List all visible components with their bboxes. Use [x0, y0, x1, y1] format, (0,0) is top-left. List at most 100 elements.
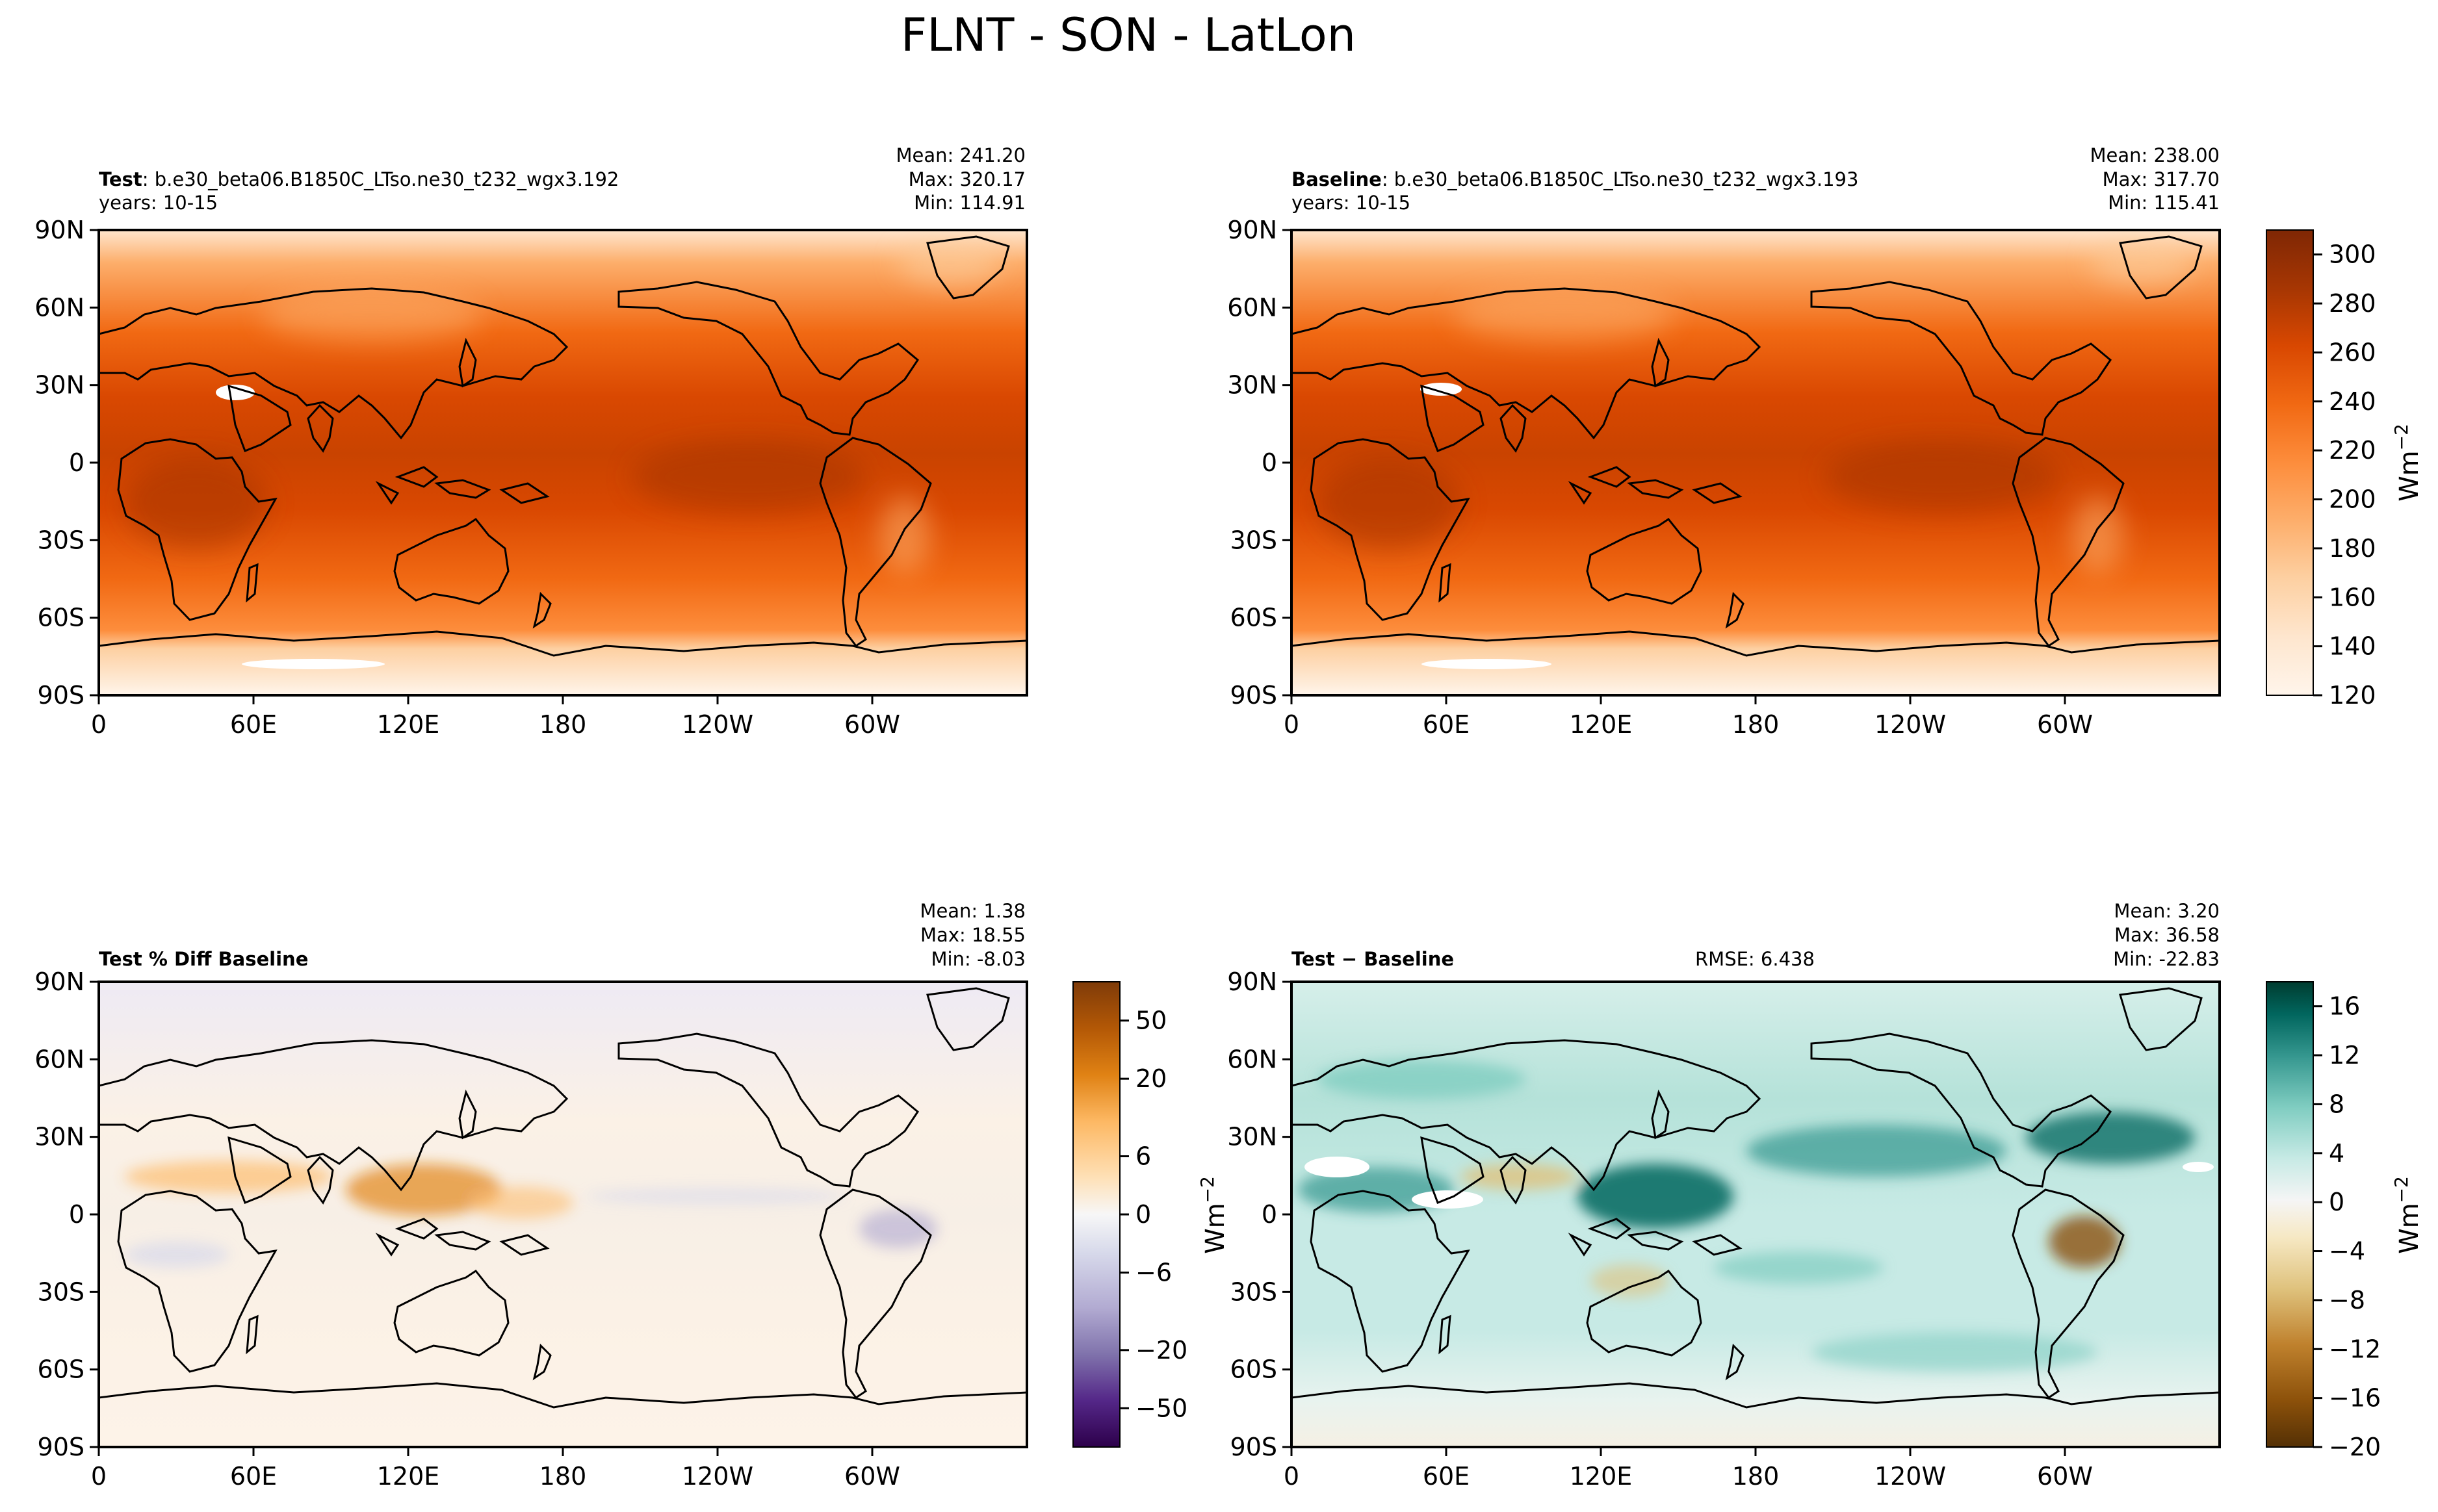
map-field-diff	[1291, 982, 2220, 1447]
y-tick-label: 60S	[38, 1355, 84, 1384]
panel-pct-diff-stat-mean: Mean: 1.38	[920, 900, 1026, 922]
panel-pct-diff: 0 60E 120E 180 120W 60W 90N 60N 30N 0 30S 60S 90S	[34, 967, 1028, 1491]
panel-test-title-rest: : b.e30_beta06.B1850C_LTso.ne30_t232_wgx…	[142, 168, 619, 190]
colorbar-tick-label: 20	[1135, 1064, 1167, 1093]
colorbar-tick-label: 300	[2329, 240, 2376, 269]
x-tick-label: 180	[539, 1462, 587, 1491]
colorbar-tick-label: 160	[2329, 583, 2376, 611]
colorbar-abs-fill	[2266, 230, 2313, 695]
x-tick-label: 120W	[1874, 710, 1946, 739]
x-tick-label: 120W	[682, 1462, 753, 1491]
colorbar-diff: 16 12 8 4 0 −4 −8 −12 −16 −20	[2266, 981, 2381, 1461]
diff-left-unit-main: Wm	[1200, 1203, 1230, 1254]
colorbar-diff-fill	[2266, 982, 2313, 1447]
colorbar-tick-label: 120	[2329, 681, 2376, 710]
y-tick-label: 30S	[38, 526, 84, 554]
y-tick-label: 90N	[1227, 216, 1277, 244]
colorbar-tick-label: 220	[2329, 436, 2376, 465]
x-tick-label: 120W	[682, 710, 753, 739]
panel-baseline-title: Baseline: b.e30_beta06.B1850C_LTso.ne30_…	[1291, 168, 1858, 190]
colorbar-tick-label: 200	[2329, 485, 2376, 514]
y-tick-label: 90N	[1227, 967, 1277, 996]
x-tick-label: 120W	[1874, 1462, 1946, 1491]
x-tick-label: 180	[539, 710, 587, 739]
y-tick-label: 60S	[38, 604, 84, 632]
colorbar-tick-label: 280	[2329, 289, 2376, 318]
panel-diff-stat-min: Min: -22.83	[2113, 948, 2220, 970]
colorbar-tick-label: 0	[1135, 1200, 1151, 1229]
x-tick-label: 180	[1732, 1462, 1780, 1491]
panel-diff: 0 60E 120E 180 120W 60W 90N 60N 30N 0 30S 60S 90S	[1227, 967, 2221, 1491]
x-tick-label: 60W	[844, 710, 900, 739]
panel-baseline-stat-min: Min: 115.41	[2108, 192, 2220, 214]
y-tick-label: 90S	[38, 681, 84, 710]
colorbar-diff-label-main: Wm	[2394, 1203, 2424, 1254]
colorbar-tick-label: −12	[2329, 1335, 2381, 1363]
diff-left-unit-sup: −2	[1197, 1176, 1218, 1203]
y-tick-label: 0	[1262, 1200, 1277, 1229]
x-tick-label: 0	[1284, 710, 1299, 739]
y-tick-label: 30S	[38, 1277, 84, 1306]
panel-diff-title-test: Test	[1291, 948, 1335, 970]
y-tick-label: 0	[69, 1200, 84, 1229]
y-tick-label: 90S	[38, 1433, 84, 1461]
y-tick-label: 30S	[1230, 526, 1277, 554]
x-tick-label: 60E	[230, 1462, 277, 1491]
panel-pct-diff-title: Test % Diff Baseline	[99, 948, 308, 970]
x-tick-label: 60W	[2037, 1462, 2093, 1491]
panel-diff-stat-mean: Mean: 3.20	[2114, 900, 2220, 922]
y-tick-label: 60S	[1230, 1355, 1277, 1384]
panel-baseline-title-bold: Baseline	[1291, 168, 1382, 190]
panel-baseline-title-rest: : b.e30_beta06.B1850C_LTso.ne30_t232_wgx…	[1382, 168, 1859, 190]
y-tick-label: 30N	[1227, 1123, 1277, 1151]
y-tick-label: 90N	[34, 967, 84, 996]
colorbar-tick-label: 8	[2329, 1090, 2344, 1118]
panel-baseline: 0 60E 120E 180 120W 60W 90N 60N 30N 0 30S 60S 90S	[1227, 216, 2221, 739]
x-tick-label: 0	[1284, 1462, 1299, 1491]
colorbar-diff-label-sup: −2	[2391, 1176, 2412, 1203]
y-tick-label: 60N	[34, 293, 84, 322]
colorbar-tick-label: 50	[1135, 1006, 1167, 1035]
y-tick-label: 60N	[1227, 293, 1277, 322]
colorbar-pct: 50 20 6 0 −6 −20 −50	[1072, 981, 1187, 1448]
y-tick-label: 60S	[1230, 604, 1277, 632]
y-tick-label: 60N	[34, 1045, 84, 1073]
colorbar-tick-label: 260	[2329, 338, 2376, 366]
x-tick-label: 120E	[1570, 1462, 1633, 1491]
colorbar-tick-label: 180	[2329, 534, 2376, 563]
colorbar-tick-label: −20	[2329, 1433, 2381, 1461]
colorbar-abs-label: Wm−2	[2391, 424, 2424, 502]
panel-diff-stat-max: Max: 36.58	[2114, 924, 2220, 946]
panel-test-title: Test: b.e30_beta06.B1850C_LTso.ne30_t232…	[99, 168, 619, 190]
colorbar-abs-label-main: Wm	[2394, 450, 2424, 502]
panel-diff-title-baseline: Baseline	[1364, 948, 1454, 970]
colorbar-tick-label: 16	[2329, 992, 2360, 1021]
y-tick-label: 90S	[1230, 1433, 1277, 1461]
x-tick-label: 0	[91, 710, 107, 739]
colorbar-tick-label: −50	[1135, 1394, 1187, 1422]
colorbar-tick-label: 4	[2329, 1139, 2344, 1168]
colorbar-tick-label: −4	[2329, 1237, 2365, 1266]
panel-test-stat-max: Max: 320.17	[909, 168, 1026, 190]
colorbar-tick-label: −8	[2329, 1286, 2365, 1314]
y-tick-label: 90S	[1230, 681, 1277, 710]
colorbar-diff-label: Wm−2	[2391, 1176, 2424, 1254]
x-tick-label: 60E	[1423, 710, 1470, 739]
panel-pct-diff-stat-max: Max: 18.55	[920, 924, 1026, 946]
panel-test-title-bold: Test	[99, 168, 142, 190]
figure-title: FLNT - SON - LatLon	[901, 8, 1356, 62]
panel-baseline-stat-mean: Mean: 238.00	[2090, 144, 2220, 166]
x-tick-label: 120E	[377, 1462, 440, 1491]
colorbar-tick-label: 0	[2329, 1188, 2344, 1216]
x-tick-label: 60E	[230, 710, 277, 739]
panel-test: 0 60E 120E 180 120W 60W 90N 60N 30N 0 30S 60S 90S	[34, 216, 1028, 739]
y-tick-label: 30S	[1230, 1277, 1277, 1306]
panel-baseline-stat-max: Max: 317.70	[2103, 168, 2220, 190]
map-field-baseline	[1291, 230, 2220, 695]
x-tick-label: 60W	[844, 1462, 900, 1491]
colorbar-tick-label: −20	[1135, 1336, 1187, 1365]
panel-test-stat-min: Min: 114.91	[914, 192, 1026, 214]
x-tick-label: 120E	[377, 710, 440, 739]
y-tick-label: 0	[1262, 448, 1277, 477]
